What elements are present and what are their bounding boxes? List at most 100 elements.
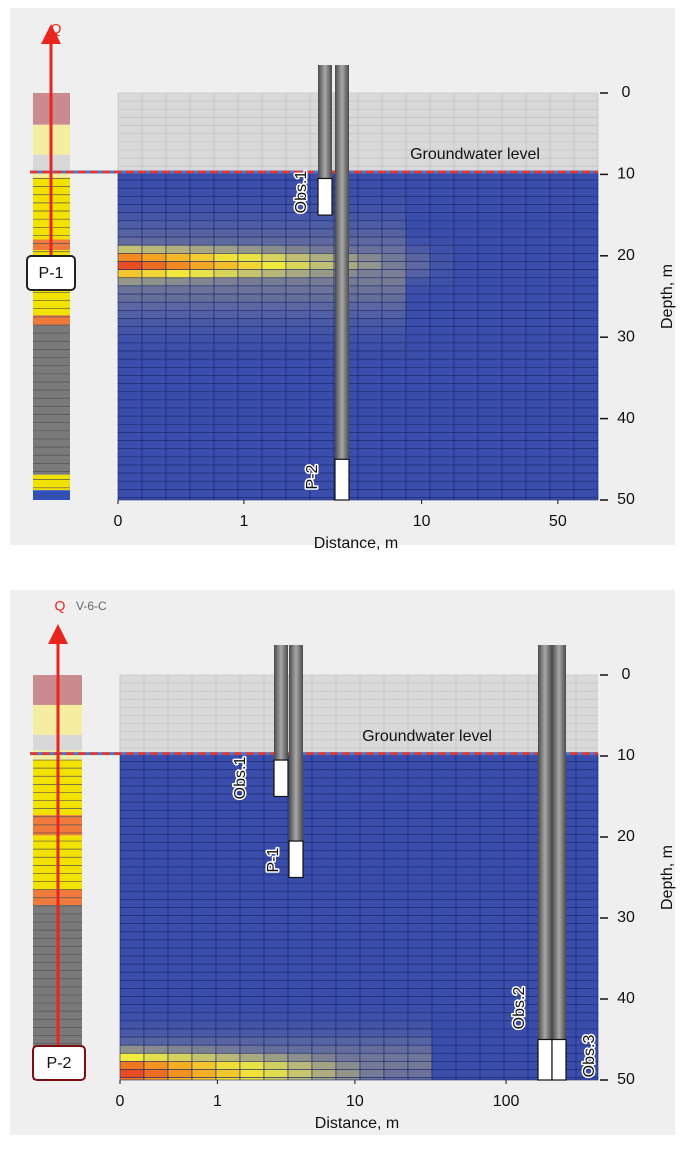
field-cell (431, 1036, 457, 1046)
field-cell (407, 939, 433, 949)
well-box-label: P-2 (47, 1055, 72, 1072)
field-cell (525, 334, 551, 344)
field-cell (381, 383, 407, 393)
field-cell (407, 1028, 433, 1038)
field-cell (575, 1077, 599, 1081)
field-cell (381, 196, 407, 205)
field-cell (189, 367, 215, 376)
field-cell (213, 261, 239, 270)
field-cell (405, 228, 431, 238)
field-cell (383, 801, 409, 811)
field-cell (525, 472, 551, 482)
field-cell (405, 253, 431, 262)
field-cell (239, 801, 265, 811)
field-cell (381, 228, 407, 238)
field-cell (501, 432, 527, 441)
field-cell (119, 931, 145, 941)
field-cell (311, 963, 337, 973)
field-cell (165, 472, 191, 482)
field-cell (479, 899, 505, 908)
field-cell (453, 489, 479, 498)
y-tick-label: 0 (622, 666, 631, 683)
field-cell (213, 350, 239, 360)
field-cell (383, 818, 409, 827)
field-cell (287, 980, 313, 989)
field-cell (213, 277, 239, 287)
field-cell (455, 1012, 481, 1022)
field-cell (381, 464, 407, 474)
field-cell (261, 326, 287, 336)
field-cell (575, 923, 599, 933)
field-cell (453, 367, 479, 376)
field-cell (191, 769, 217, 779)
field-cell (455, 1020, 481, 1030)
field-cell (453, 456, 479, 466)
field-cell (407, 761, 433, 771)
field-cell (357, 480, 383, 490)
field-cell (309, 220, 335, 230)
field-cell (167, 761, 193, 771)
field-cell (431, 963, 457, 973)
x-tick-label: 0 (114, 513, 123, 530)
field-cell (287, 1061, 313, 1070)
field-cell (261, 236, 287, 246)
field-cell (503, 818, 529, 827)
field-cell (143, 1052, 169, 1062)
field-cell (549, 244, 575, 254)
field-cell (359, 882, 385, 892)
field-cell (383, 769, 409, 779)
field-cell (263, 980, 289, 989)
field-cell (359, 996, 385, 1005)
field-cell (191, 996, 217, 1005)
field-cell (215, 858, 241, 868)
field-cell (213, 423, 239, 433)
field-cell (501, 326, 527, 336)
field-cell (213, 196, 239, 205)
field-cell (189, 236, 215, 246)
field-cell (381, 285, 407, 295)
field-cell (117, 220, 143, 230)
field-cell (119, 826, 145, 835)
field-cell (477, 318, 503, 327)
field-cell (165, 269, 191, 279)
field-cell (431, 980, 457, 989)
field-cell (167, 834, 193, 843)
field-cell (119, 858, 145, 868)
field-cell (237, 456, 263, 466)
field-cell (239, 809, 265, 819)
field-cell (381, 277, 407, 287)
y-tick-label: 20 (617, 828, 635, 845)
field-cell (311, 980, 337, 989)
field-cell (455, 996, 481, 1005)
field-cell (407, 1004, 433, 1014)
field-cell (335, 980, 361, 989)
field-cell (165, 301, 191, 311)
field-cell (309, 310, 335, 319)
field-cell (575, 850, 599, 860)
field-cell (501, 375, 527, 384)
field-cell (143, 769, 169, 779)
field-cell (477, 489, 503, 498)
field-cell (549, 269, 575, 279)
field-cell (213, 407, 239, 417)
field-cell (383, 1077, 409, 1081)
field-cell (237, 440, 263, 450)
field-cell (191, 971, 217, 981)
field-cell (501, 489, 527, 498)
field-cell (261, 432, 287, 441)
field-cell (117, 179, 143, 189)
field-cell (167, 777, 193, 787)
field-cell (503, 777, 529, 787)
field-cell (311, 955, 337, 965)
field-cell (141, 196, 167, 205)
field-cell (237, 212, 263, 222)
field-cell (117, 253, 143, 262)
field-cell (287, 1012, 313, 1022)
field-cell (261, 261, 287, 270)
field-cell (359, 971, 385, 981)
field-cell (141, 456, 167, 466)
field-cell (549, 261, 575, 270)
field-cell (573, 334, 599, 344)
field-cell (431, 1061, 457, 1070)
field-cell (381, 301, 407, 311)
